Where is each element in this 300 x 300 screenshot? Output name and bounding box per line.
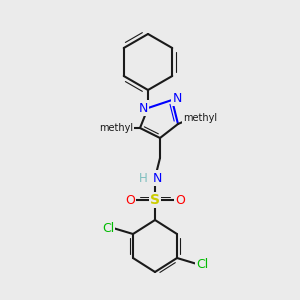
- Text: N: N: [138, 101, 148, 115]
- Text: H: H: [139, 172, 147, 184]
- Text: Cl: Cl: [102, 221, 114, 235]
- Text: methyl: methyl: [183, 113, 217, 123]
- Text: O: O: [125, 194, 135, 206]
- Text: N: N: [152, 172, 162, 184]
- Text: methyl: methyl: [99, 123, 133, 133]
- Text: Cl: Cl: [196, 257, 208, 271]
- Text: N: N: [172, 92, 182, 104]
- Text: S: S: [150, 193, 160, 207]
- Text: O: O: [175, 194, 185, 206]
